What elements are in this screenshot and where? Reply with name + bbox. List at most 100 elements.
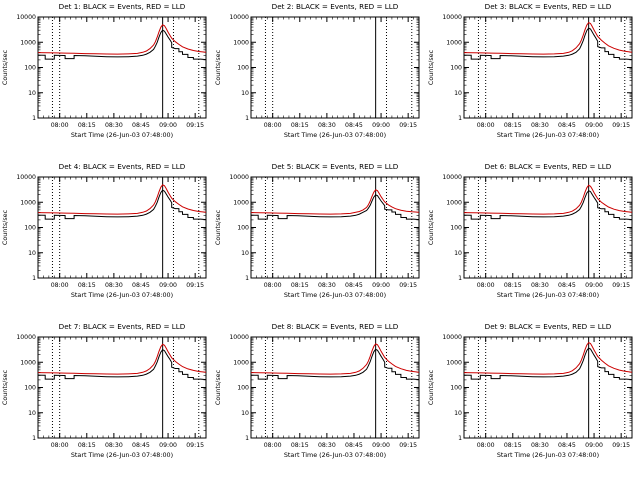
curve-lld bbox=[250, 343, 420, 375]
curve-lld bbox=[463, 21, 633, 55]
y-tick-label: 100 bbox=[237, 65, 249, 72]
x-axis-label: Start Time (26-Jun-03 07:48:00) bbox=[497, 291, 599, 299]
x-tick-label: 08:30 bbox=[318, 442, 336, 449]
curve-lld bbox=[250, 189, 420, 215]
x-axis-label: Start Time (26-Jun-03 07:48:00) bbox=[71, 291, 173, 299]
panel-det-4: Det 4: BLACK = Events, RED = LLD 1 10 100 10… bbox=[1, 162, 207, 299]
curve-events bbox=[250, 348, 420, 381]
y-tick-label: 1 bbox=[458, 115, 462, 122]
y-tick-label: 100 bbox=[450, 385, 462, 392]
x-tick-label: 08:45 bbox=[132, 122, 150, 129]
y-tick-label: 1000 bbox=[233, 359, 249, 366]
curve-events bbox=[250, 194, 420, 221]
y-tick-label: 1000 bbox=[233, 39, 249, 46]
x-tick-label: 09:15 bbox=[612, 282, 630, 289]
y-tick-label: 10000 bbox=[16, 174, 36, 181]
y-tick-label: 1 bbox=[32, 115, 36, 122]
y-tick-label: 100 bbox=[24, 225, 36, 232]
x-tick-label: 09:00 bbox=[372, 442, 390, 449]
y-tick-label: 10000 bbox=[229, 14, 249, 21]
y-tick-label: 10000 bbox=[442, 14, 462, 21]
x-tick-label: 09:15 bbox=[186, 282, 204, 289]
x-axis-label: Start Time (26-Jun-03 07:48:00) bbox=[71, 131, 173, 139]
x-axis-label: Start Time (26-Jun-03 07:48:00) bbox=[497, 131, 599, 139]
y-axis-label: Counts/sec bbox=[1, 209, 9, 245]
panel-det-6: Det 6: BLACK = Events, RED = LLD 1 10 100 10… bbox=[427, 162, 633, 299]
x-axis-label: Start Time (26-Jun-03 07:48:00) bbox=[284, 451, 386, 459]
y-tick-label: 1000 bbox=[20, 199, 36, 206]
y-tick-label: 10 bbox=[241, 410, 249, 417]
x-tick-label: 09:15 bbox=[399, 282, 417, 289]
y-axis-label: Counts/sec bbox=[1, 369, 9, 405]
x-tick-label: 08:00 bbox=[51, 122, 69, 129]
y-tick-label: 10 bbox=[28, 410, 36, 417]
y-tick-label: 10000 bbox=[16, 334, 36, 341]
y-tick-label: 1000 bbox=[233, 199, 249, 206]
y-axis-label: Counts/sec bbox=[427, 369, 435, 405]
panel-title: Det 2: BLACK = Events, RED = LLD bbox=[272, 2, 399, 11]
x-tick-label: 09:00 bbox=[159, 282, 177, 289]
plot-frame bbox=[250, 336, 420, 439]
y-tick-label: 10 bbox=[454, 410, 462, 417]
plot-frame bbox=[463, 176, 633, 279]
y-tick-label: 100 bbox=[24, 65, 36, 72]
y-tick-label: 1 bbox=[245, 435, 249, 442]
panel-title: Det 9: BLACK = Events, RED = LLD bbox=[485, 322, 612, 331]
curve-events bbox=[463, 190, 633, 221]
x-tick-label: 08:00 bbox=[264, 122, 282, 129]
panel-det-7: Det 7: BLACK = Events, RED = LLD 1 10 100 10… bbox=[1, 322, 207, 459]
y-tick-label: 10 bbox=[454, 90, 462, 97]
plot-frame bbox=[37, 176, 207, 279]
x-tick-label: 08:30 bbox=[105, 442, 123, 449]
curve-events bbox=[463, 27, 633, 61]
x-tick-label: 08:45 bbox=[132, 442, 150, 449]
plot-frame bbox=[463, 16, 633, 119]
y-tick-label: 1000 bbox=[20, 359, 36, 366]
y-tick-label: 10000 bbox=[229, 334, 249, 341]
x-tick-label: 08:00 bbox=[51, 282, 69, 289]
x-tick-label: 08:30 bbox=[105, 122, 123, 129]
y-tick-label: 1 bbox=[32, 275, 36, 282]
y-tick-label: 1 bbox=[458, 435, 462, 442]
panel-det-5: Det 5: BLACK = Events, RED = LLD 1 10 100 10… bbox=[214, 162, 420, 299]
x-tick-label: 08:30 bbox=[531, 122, 549, 129]
x-tick-label: 08:00 bbox=[264, 442, 282, 449]
y-axis-label: Counts/sec bbox=[214, 49, 222, 85]
x-tick-label: 08:00 bbox=[51, 442, 69, 449]
x-tick-label: 08:45 bbox=[558, 282, 576, 289]
x-tick-label: 08:45 bbox=[558, 442, 576, 449]
panel-title: Det 3: BLACK = Events, RED = LLD bbox=[485, 2, 612, 11]
x-tick-label: 09:00 bbox=[585, 282, 603, 289]
curve-lld bbox=[37, 343, 207, 375]
x-axis-label: Start Time (26-Jun-03 07:48:00) bbox=[71, 451, 173, 459]
y-tick-label: 10000 bbox=[16, 14, 36, 21]
plot-frame bbox=[37, 336, 207, 439]
x-tick-label: 08:15 bbox=[504, 282, 522, 289]
x-axis-label: Start Time (26-Jun-03 07:48:00) bbox=[284, 131, 386, 139]
y-axis-label: Counts/sec bbox=[214, 369, 222, 405]
panel-title: Det 8: BLACK = Events, RED = LLD bbox=[272, 322, 399, 331]
y-tick-label: 100 bbox=[237, 225, 249, 232]
y-tick-label: 100 bbox=[450, 225, 462, 232]
y-axis-label: Counts/sec bbox=[1, 49, 9, 85]
curve-lld bbox=[37, 24, 207, 55]
x-tick-label: 09:15 bbox=[612, 122, 630, 129]
curve-events bbox=[463, 347, 633, 381]
plot-frame bbox=[250, 16, 420, 119]
x-tick-label: 09:00 bbox=[372, 282, 390, 289]
x-tick-label: 08:30 bbox=[531, 282, 549, 289]
x-tick-label: 08:30 bbox=[318, 122, 336, 129]
x-tick-label: 08:15 bbox=[78, 442, 96, 449]
y-tick-label: 10 bbox=[454, 250, 462, 257]
y-tick-label: 1 bbox=[458, 275, 462, 282]
x-tick-label: 09:00 bbox=[585, 442, 603, 449]
curve-events bbox=[37, 189, 207, 221]
x-tick-label: 09:15 bbox=[399, 442, 417, 449]
y-tick-label: 1000 bbox=[20, 39, 36, 46]
x-tick-label: 08:15 bbox=[291, 122, 309, 129]
x-tick-label: 09:15 bbox=[399, 122, 417, 129]
y-tick-label: 10000 bbox=[442, 174, 462, 181]
x-tick-label: 09:00 bbox=[585, 122, 603, 129]
x-tick-label: 08:15 bbox=[504, 442, 522, 449]
